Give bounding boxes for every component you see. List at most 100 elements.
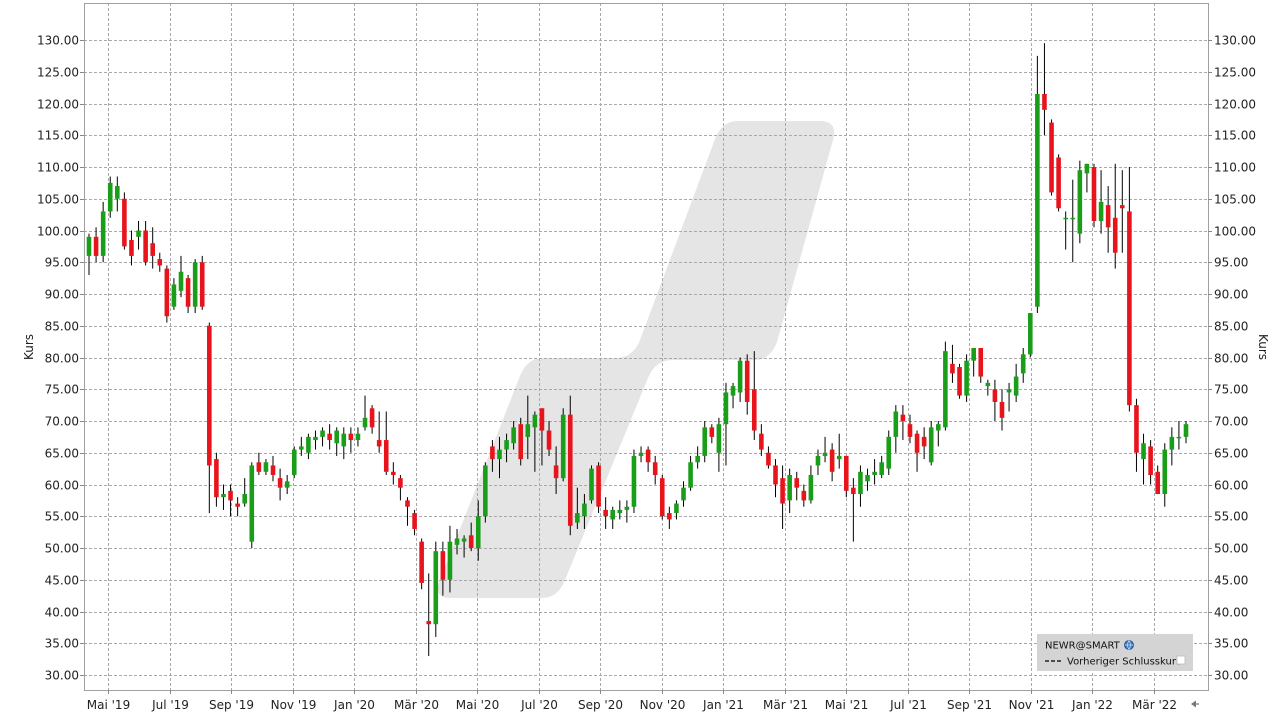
candle-body [964,360,969,396]
candle-body [999,401,1005,418]
candle [553,446,559,495]
candle [320,427,325,447]
candle-body [780,478,785,504]
candle [836,433,842,469]
candle [865,468,870,491]
candle-body [518,424,524,460]
candle-body [86,236,92,256]
candle-body [164,268,170,317]
y-axis-left: 30.00 35.00 40.00 45.00 50.00 55.00 60.00 65.00… [37,34,84,683]
candle-body [291,449,297,475]
candle-body [93,236,99,256]
candle-body [667,513,672,520]
candle [1091,163,1097,228]
x-tick-label: Jan '20 [333,698,375,712]
candles [86,43,1189,656]
globe-icon [1124,640,1134,650]
y-tick-label: 115.00 [1214,129,1256,143]
candle-body [490,446,495,460]
x-tick-label: Mär '22 [1132,698,1177,712]
candle [1042,43,1047,136]
candle [815,449,821,475]
candle-body [511,427,516,444]
candle [313,430,318,450]
candle-body [617,509,623,514]
candle-body [674,503,679,514]
candle-body [207,325,212,466]
candle [1183,421,1189,444]
candle [985,379,991,396]
candle [766,446,771,469]
candle [150,227,155,269]
candle [667,506,672,529]
legend-checkbox[interactable] [1176,655,1186,665]
candle-body [1042,93,1047,110]
y-tick-label: 70.00 [1214,415,1248,429]
candle [596,462,601,514]
y-tick-label: 50.00 [1214,542,1248,556]
candle [1070,179,1076,263]
candle [122,192,127,250]
y-tick-label: 100.00 [37,225,79,239]
x-tick-label: Mai '20 [456,698,499,712]
candle [256,452,262,475]
candle-body [1105,205,1111,228]
candle-body [355,433,361,441]
candle [843,455,849,498]
candle-body [759,433,764,450]
candle-body [115,186,120,199]
candle [780,465,785,529]
candle-body [419,541,424,583]
candle-body [483,465,488,517]
candle [483,462,488,523]
candle-body [412,513,417,529]
candle [624,500,630,523]
grid [84,3,1208,690]
candle-body [1013,376,1019,396]
candle-body [221,494,226,498]
candle-body [214,459,219,498]
candle [115,176,120,212]
candle [858,465,863,507]
candle-body [1063,217,1068,220]
x-tick-label: Sep '20 [578,698,623,712]
candle [638,446,644,463]
candle [1027,313,1033,358]
candle [851,478,856,542]
candle [207,322,212,514]
candle-body [143,230,148,263]
candle-body [681,487,686,501]
candle [504,433,509,463]
candle-body [129,240,134,256]
candle-body [1020,354,1026,374]
candle-body [900,414,906,421]
y-tick-label: 125.00 [1214,66,1256,80]
candle [1105,186,1111,253]
candle-body [971,347,976,361]
candle [1077,160,1083,244]
candle [1141,433,1146,485]
candle-body [688,462,693,488]
candle [964,354,969,402]
scroll-right-icon[interactable] [1191,700,1199,708]
y-tick-label: 75.00 [1214,383,1248,397]
candle [1169,427,1175,466]
candle-body [1091,167,1097,221]
x-tick-label: Jul '19 [151,698,189,712]
candle [143,220,148,266]
candle-body [313,436,318,441]
candle [369,405,375,434]
y-tick-label: 120.00 [1214,98,1256,112]
legend: NEWR@SMART Vorheriger Schlusskurs [1037,634,1193,671]
candle-body [369,408,375,428]
candle-body [1134,405,1139,453]
candle [631,449,637,514]
candle-body [723,392,729,425]
y-tick-label: 90.00 [1214,288,1248,302]
y-tick-label: 85.00 [45,320,79,334]
y-tick-label: 80.00 [45,352,79,366]
x-tick-label: Nov '21 [1009,698,1055,712]
candle-body [950,363,955,374]
candle-body [263,462,269,472]
candle-body [659,478,665,517]
